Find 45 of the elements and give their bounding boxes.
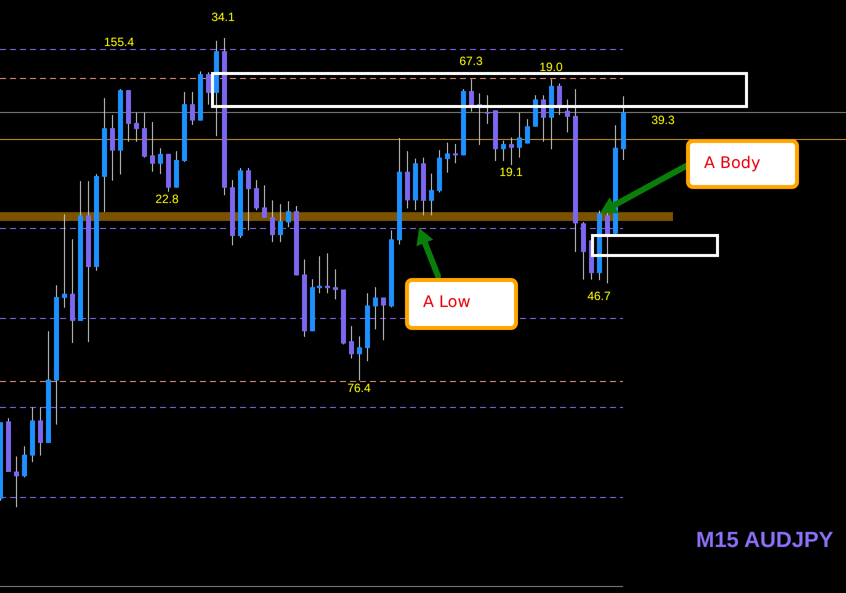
candlestick <box>525 118 530 144</box>
candlestick <box>381 296 386 341</box>
candlestick <box>469 78 474 112</box>
candlestick <box>333 268 338 300</box>
candlestick <box>270 200 275 243</box>
candlestick <box>134 112 139 142</box>
candlestick <box>509 136 514 166</box>
candlestick <box>150 122 155 172</box>
text: 39.3 <box>651 113 675 127</box>
candlestick <box>517 112 522 158</box>
candlestick <box>429 173 434 216</box>
text: M15 AUDJPY <box>696 527 834 553</box>
candlestick <box>206 72 211 106</box>
annotation: 67.3 <box>459 54 483 68</box>
candlestick <box>286 200 291 228</box>
candlestick <box>565 98 570 133</box>
candlestick <box>246 167 251 231</box>
annotation: 22.8 <box>155 192 179 206</box>
candlestick <box>373 286 378 330</box>
candlestick <box>38 406 43 456</box>
candlestick <box>262 184 267 218</box>
candlestick <box>110 114 115 182</box>
annotation: A Low <box>423 292 471 311</box>
candlestick <box>254 180 259 211</box>
candlestick <box>278 204 283 243</box>
candlestick <box>501 140 506 162</box>
candlestick <box>22 446 27 478</box>
candlestick <box>445 142 450 174</box>
candlestick <box>357 336 362 382</box>
candlestick <box>62 214 67 308</box>
candlestick <box>14 456 19 508</box>
candlestick <box>190 91 195 126</box>
candlestick <box>158 148 163 175</box>
annotation: 76.4 <box>347 381 371 395</box>
annotation: 19.0 <box>539 60 563 74</box>
candlestick <box>605 212 610 284</box>
candlestick <box>485 94 490 124</box>
candlestick <box>557 83 562 116</box>
candlestick <box>453 144 458 164</box>
text: 34.1 <box>211 10 235 24</box>
annotation: 155.4 <box>104 35 134 49</box>
annotation: 19.1 <box>499 165 523 179</box>
annotation: 46.7 <box>587 289 611 303</box>
text: A Body <box>704 153 760 172</box>
candlestick <box>349 326 354 359</box>
